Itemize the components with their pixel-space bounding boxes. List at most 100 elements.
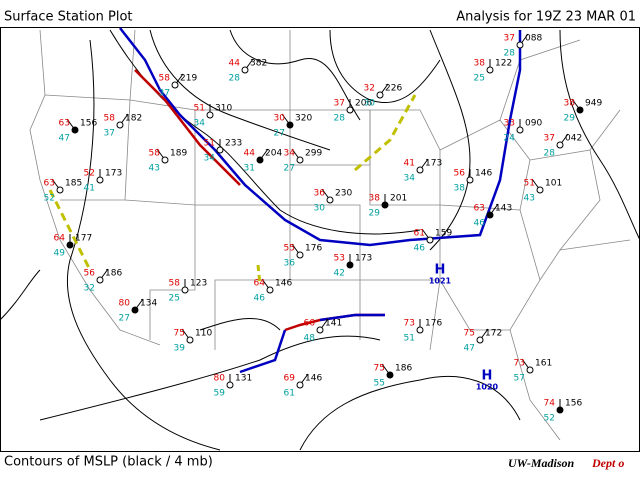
temperature: 61: [414, 229, 425, 239]
station: 75 47 172: [464, 329, 503, 354]
footer-bar: [0, 452, 640, 480]
sea-level-pressure: 233: [225, 139, 242, 149]
station: 58 25 123: [169, 279, 208, 304]
sea-level-pressure: 219: [180, 74, 197, 84]
temperature: 44: [244, 149, 256, 159]
sea-level-pressure: 042: [565, 134, 582, 144]
temperature: 34: [284, 149, 296, 159]
station-circle: [346, 106, 354, 114]
station: 37 28 042: [544, 134, 583, 159]
temperature: 63: [59, 119, 70, 129]
sea-level-pressure: 182: [125, 114, 142, 124]
station: 52 41 173: [84, 169, 123, 194]
station-circle: [416, 166, 424, 174]
sea-level-pressure: 131: [235, 374, 252, 384]
temperature: 74: [544, 399, 556, 409]
temperature: 44: [229, 59, 241, 69]
station: 30 27 320: [274, 114, 313, 139]
dewpoint: 47: [59, 134, 70, 144]
station-circle: [556, 406, 564, 414]
station-circle: [326, 196, 334, 204]
sea-level-pressure: 173: [355, 254, 372, 264]
station: 58 37 219: [159, 74, 198, 99]
station: 34 27 299: [284, 149, 323, 174]
dewpoint: 49: [54, 249, 66, 259]
dewpoint: 41: [84, 184, 95, 194]
sea-level-pressure: 173: [425, 159, 442, 169]
station: 51 34 310: [194, 104, 233, 129]
dewpoint: 31: [244, 164, 255, 174]
map-title: Surface Station Plot: [4, 10, 133, 25]
sea-level-pressure: 320: [295, 114, 312, 124]
temperature: 37: [544, 134, 555, 144]
sea-level-pressure: 156: [80, 119, 97, 129]
dewpoint: 39: [174, 344, 186, 354]
temperature: 64: [254, 279, 266, 289]
station-circle: [486, 211, 494, 219]
sea-level-pressure: 226: [385, 84, 402, 94]
temperature: 52: [84, 169, 95, 179]
station: 64 46 146: [254, 279, 293, 304]
high-pressure: 1020: [476, 383, 499, 392]
dewpoint: 48: [304, 334, 316, 344]
station: 38 29 949: [564, 99, 603, 124]
dewpoint: 25: [474, 74, 485, 84]
dewpoint: 42: [334, 269, 345, 279]
station: 55 36 176: [284, 244, 323, 269]
temperature: 58: [169, 279, 181, 289]
station: 58 37 182: [104, 114, 143, 139]
station-circle: [206, 111, 214, 119]
temperature: 80: [119, 299, 131, 309]
temperature: 63: [44, 179, 55, 189]
dewpoint: 52: [44, 194, 55, 204]
dewpoint: 52: [544, 414, 555, 424]
station-circle: [486, 66, 494, 74]
dewpoint: 25: [169, 294, 180, 304]
station: 63 47 156: [59, 119, 98, 144]
sea-level-pressure: 185: [65, 179, 82, 189]
temperature: 64: [54, 234, 66, 244]
sea-level-pressure: 186: [395, 364, 412, 374]
sea-level-pressure: 176: [425, 319, 442, 329]
sea-level-pressure: 134: [140, 299, 157, 309]
dewpoint: 57: [514, 374, 525, 384]
temperature: 73: [404, 319, 415, 329]
dewpoint: 55: [374, 379, 385, 389]
sea-level-pressure: 122: [495, 59, 512, 69]
station-circle: [216, 146, 224, 154]
station-circle: [426, 236, 434, 244]
temperature: 32: [364, 84, 375, 94]
dewpoint: 34: [404, 174, 416, 184]
temperature: 66: [304, 319, 316, 329]
station-plots: 6347156524117358371826352185644917758372…: [44, 34, 603, 424]
station-circle: [266, 286, 274, 294]
temperature: 38: [474, 59, 486, 69]
temperature: 51: [204, 139, 215, 149]
sea-level-pressure: 177: [75, 234, 92, 244]
sea-level-pressure: 186: [105, 269, 122, 279]
station: 37 28 088: [504, 34, 543, 59]
temperature: 33: [504, 119, 515, 129]
dept-name: Dept o: [591, 456, 624, 470]
dewpoint: 29: [369, 209, 381, 219]
temperature: 38: [564, 99, 576, 109]
temperature: 51: [194, 104, 205, 114]
high-pressure: 1021: [429, 277, 452, 286]
temperature: 80: [214, 374, 226, 384]
station: 64 49 177: [54, 234, 93, 259]
station: 66 48 141: [304, 319, 343, 344]
station-circle: [556, 141, 564, 149]
station-circle: [576, 106, 584, 114]
station: 41 34 173: [404, 159, 443, 184]
org-name: UW-Madison: [508, 456, 575, 470]
dewpoint: 51: [404, 334, 415, 344]
dewpoint: 27: [119, 314, 130, 324]
dewpoint: 37: [104, 129, 115, 139]
temperature: 63: [474, 204, 485, 214]
sea-level-pressure: 382: [250, 59, 267, 69]
station-circle: [256, 156, 264, 164]
dewpoint: 27: [274, 129, 285, 139]
station-circle: [346, 261, 354, 269]
sea-level-pressure: 310: [215, 104, 232, 114]
dewpoint: 47: [464, 344, 475, 354]
